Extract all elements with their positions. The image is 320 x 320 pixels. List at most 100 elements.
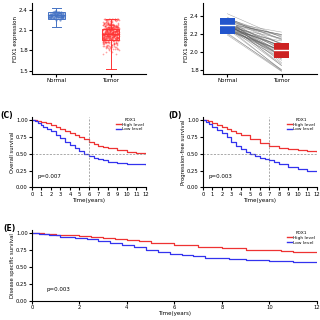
Point: [103, 40, 108, 45]
Point: [103, 36, 108, 41]
Point: [111, 24, 116, 29]
Point: [104, 29, 109, 34]
Point: [53, 13, 58, 18]
Point: [111, 34, 116, 39]
Point: [114, 41, 119, 46]
Point: [110, 30, 115, 36]
Point: [105, 39, 110, 44]
Point: [110, 43, 115, 48]
Bar: [48, 12, 65, 19]
Point: [103, 16, 108, 21]
Point: [113, 32, 118, 37]
Point: [115, 16, 120, 21]
Point: [50, 12, 55, 18]
Point: [108, 31, 114, 36]
X-axis label: Time(years): Time(years): [72, 198, 106, 203]
Point: [116, 27, 121, 32]
Point: [114, 23, 119, 28]
Point: [111, 31, 116, 36]
Point: [106, 17, 111, 22]
Point: [105, 17, 110, 22]
Point: [105, 45, 110, 51]
Point: [116, 26, 121, 31]
Point: [110, 32, 115, 37]
Point: [111, 41, 116, 46]
Point: [112, 27, 117, 32]
Point: [104, 25, 109, 30]
Point: [102, 27, 108, 32]
Point: [102, 30, 108, 36]
Point: [59, 10, 64, 15]
Point: [103, 40, 108, 45]
Point: [107, 25, 112, 30]
Point: [100, 37, 106, 42]
Point: [51, 16, 56, 21]
Point: [114, 27, 119, 32]
Point: [109, 35, 115, 40]
Point: [108, 26, 113, 31]
Point: [112, 32, 117, 37]
Point: [100, 23, 105, 28]
Point: [101, 34, 106, 39]
Point: [107, 33, 112, 38]
Point: [110, 23, 115, 28]
Point: [116, 48, 121, 53]
Point: [51, 12, 56, 17]
Point: [59, 14, 64, 19]
Point: [52, 10, 58, 15]
Point: [106, 34, 111, 39]
Point: [104, 37, 109, 43]
Point: [114, 29, 119, 34]
Point: [108, 21, 114, 27]
Point: [107, 21, 112, 26]
Point: [114, 42, 119, 47]
Point: [103, 26, 108, 31]
Point: [114, 39, 119, 44]
Point: [101, 20, 107, 25]
Point: [108, 43, 113, 48]
Point: [115, 36, 120, 41]
Text: p=0.003: p=0.003: [209, 174, 232, 179]
Point: [115, 36, 120, 41]
Point: [56, 12, 61, 17]
Point: [111, 31, 116, 36]
Point: [53, 12, 58, 17]
Point: [106, 21, 111, 27]
Point: [104, 17, 109, 22]
Point: [116, 18, 121, 23]
Point: [113, 16, 118, 21]
Point: [108, 27, 113, 32]
Point: [100, 28, 106, 33]
Point: [106, 25, 111, 30]
Y-axis label: Overall survival: Overall survival: [10, 131, 15, 173]
Point: [100, 32, 106, 37]
Point: [101, 32, 106, 37]
Point: [108, 32, 114, 37]
Point: [100, 36, 105, 41]
Point: [108, 36, 113, 41]
Point: [116, 25, 121, 30]
Point: [110, 25, 115, 30]
Point: [60, 15, 65, 20]
Point: [103, 23, 108, 28]
Point: [110, 44, 115, 49]
Point: [104, 36, 109, 41]
Point: [116, 23, 121, 28]
Point: [103, 23, 108, 28]
Point: [112, 31, 117, 36]
Point: [114, 23, 119, 28]
Point: [105, 30, 110, 35]
Point: [102, 36, 108, 41]
Point: [109, 28, 115, 33]
Point: [100, 38, 106, 44]
Point: [107, 30, 112, 36]
Point: [103, 30, 108, 36]
Point: [108, 28, 113, 34]
Point: [113, 28, 118, 33]
Point: [101, 36, 106, 41]
Point: [106, 25, 111, 30]
Point: [116, 27, 121, 32]
Point: [108, 25, 114, 30]
Point: [104, 30, 109, 35]
Point: [115, 28, 120, 33]
